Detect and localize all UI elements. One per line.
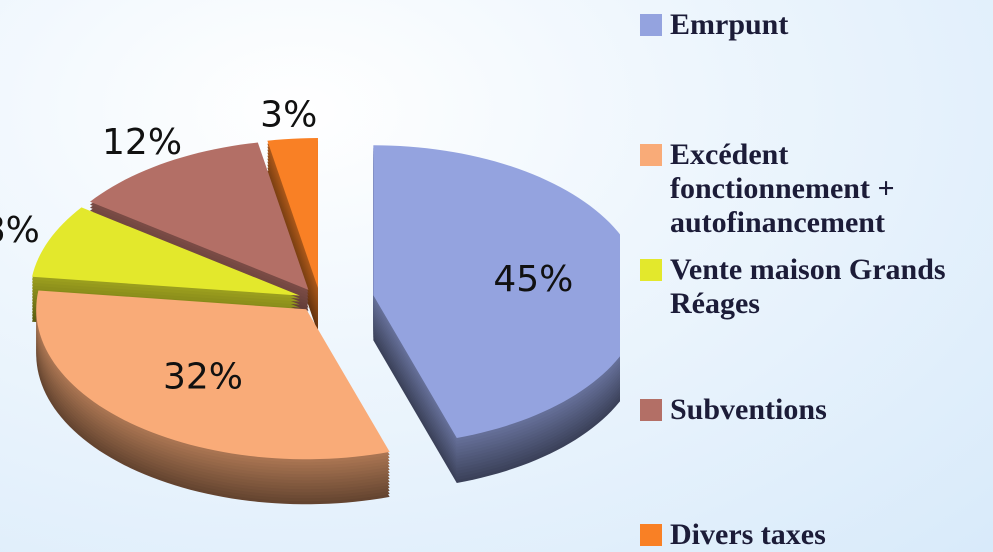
legend-item: Vente maison Grands Réages [640, 253, 990, 321]
legend-swatch [640, 259, 662, 281]
legend-swatch [640, 14, 662, 36]
slice [36, 290, 390, 460]
legend-label: Divers taxes [670, 518, 826, 551]
legend-swatch [640, 144, 662, 166]
data-label: 32% [163, 357, 243, 398]
legend-label: Excédent fonctionnement + autofinancemen… [670, 138, 895, 239]
legend-item: Excédent fonctionnement + autofinancemen… [640, 138, 990, 240]
pie-area: 45% 32% 8% 12% 3% [0, 94, 620, 505]
legend-item: Emrpunt [640, 8, 990, 42]
data-label: 3% [260, 94, 317, 135]
legend-label: Subventions [670, 393, 827, 426]
slice [32, 207, 300, 296]
data-label: 45% [493, 259, 573, 300]
legend-swatch [640, 399, 662, 421]
data-label: 12% [102, 122, 182, 163]
legend-item: Subventions [640, 393, 990, 427]
slice [89, 142, 309, 290]
legend-item: Divers taxes [640, 518, 990, 552]
legend-label: Emrpunt [670, 8, 789, 41]
slice [267, 138, 318, 289]
data-label: 8% [0, 210, 40, 251]
legend-swatch [640, 524, 662, 546]
legend-label: Vente maison Grands Réages [670, 253, 946, 320]
slice [373, 145, 620, 438]
